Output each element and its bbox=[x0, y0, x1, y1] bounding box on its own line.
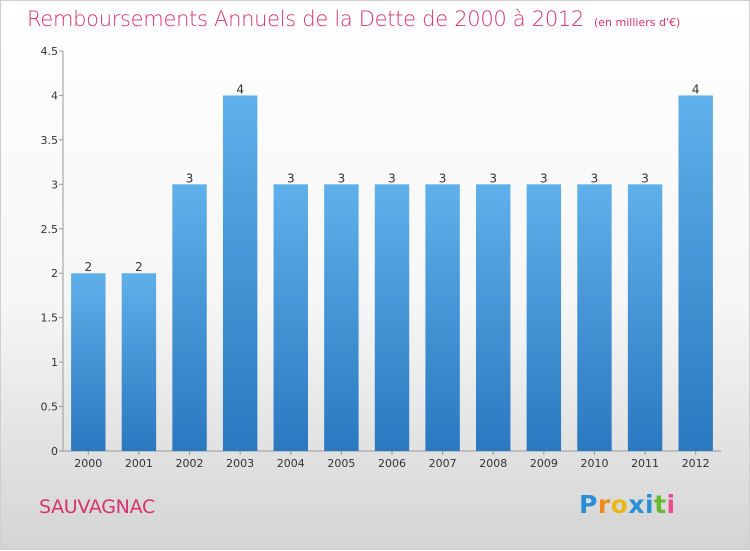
logo-letter: t bbox=[654, 490, 667, 519]
bar-data-label: 2 bbox=[84, 260, 92, 274]
x-tick-label: 2000 bbox=[74, 457, 102, 470]
logo-letter: r bbox=[597, 490, 611, 519]
y-tick-label: 1.5 bbox=[41, 312, 59, 325]
x-tick-label: 2006 bbox=[378, 457, 406, 470]
y-tick-label: 0 bbox=[51, 445, 58, 458]
x-tick-label: 2008 bbox=[479, 457, 507, 470]
x-tick-label: 2003 bbox=[226, 457, 254, 470]
x-tick-label: 2012 bbox=[682, 457, 710, 470]
bar-data-label: 3 bbox=[591, 171, 599, 185]
y-tick-label: 4 bbox=[51, 89, 58, 102]
bar-data-label: 4 bbox=[236, 82, 244, 96]
x-tick-label: 2004 bbox=[277, 457, 305, 470]
bar bbox=[273, 184, 308, 452]
bar bbox=[577, 184, 612, 452]
x-tick-label: 2005 bbox=[327, 457, 355, 470]
bar bbox=[627, 184, 663, 452]
bar-data-label: 3 bbox=[489, 171, 497, 185]
bar-data-label: 3 bbox=[641, 171, 649, 185]
proxiti-logo: Proxiti bbox=[579, 490, 676, 519]
logo-letter: P bbox=[579, 490, 598, 519]
chart-unit-subtitle: (en milliers d'€) bbox=[594, 16, 681, 29]
x-tick-label: 2002 bbox=[176, 457, 204, 470]
y-tick-label: 1 bbox=[51, 356, 58, 369]
y-tick-label: 3.5 bbox=[41, 134, 59, 147]
x-tick-label: 2009 bbox=[530, 457, 558, 470]
commune-name: SAUVAGNAC bbox=[39, 496, 155, 518]
x-tick-label: 2001 bbox=[125, 457, 153, 470]
logo-letter: o bbox=[610, 490, 629, 519]
logo-letter: i bbox=[666, 490, 676, 519]
bar-data-label: 2 bbox=[135, 260, 143, 274]
logo-letter: x bbox=[628, 490, 645, 519]
bar bbox=[526, 184, 562, 452]
bar bbox=[324, 184, 359, 452]
bar bbox=[374, 184, 410, 452]
bar-data-label: 3 bbox=[338, 171, 346, 185]
y-tick-label: 2.5 bbox=[41, 223, 59, 236]
bar bbox=[678, 95, 713, 451]
y-tick-label: 0.5 bbox=[41, 401, 59, 414]
y-tick-label: 4.5 bbox=[41, 45, 59, 58]
bar-data-label: 4 bbox=[692, 82, 700, 96]
bar-data-label: 3 bbox=[287, 171, 295, 185]
y-tick-label: 2 bbox=[51, 267, 58, 280]
bar bbox=[222, 95, 258, 451]
bar bbox=[172, 184, 207, 452]
y-tick-label: 3 bbox=[51, 178, 58, 191]
bar bbox=[121, 273, 157, 451]
logo-letter: i bbox=[645, 490, 655, 519]
bar bbox=[425, 184, 460, 452]
x-tick-label: 2007 bbox=[429, 457, 457, 470]
chart-title: Remboursements Annuels de la Dette de 20… bbox=[27, 7, 584, 31]
bar bbox=[71, 273, 106, 451]
chart-title-block: Remboursements Annuels de la Dette de 20… bbox=[27, 7, 680, 31]
bar-data-label: 3 bbox=[186, 171, 194, 185]
x-tick-label: 2011 bbox=[631, 457, 659, 470]
bar bbox=[476, 184, 511, 452]
x-tick-label: 2010 bbox=[580, 457, 608, 470]
bar-data-label: 3 bbox=[540, 171, 548, 185]
bar-data-label: 3 bbox=[439, 171, 447, 185]
bar-data-label: 3 bbox=[388, 171, 396, 185]
